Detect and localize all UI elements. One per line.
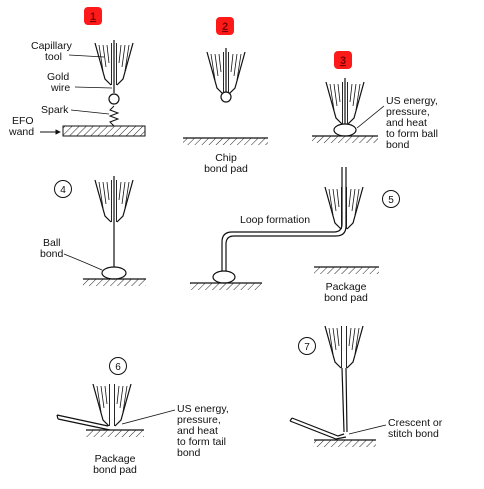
step-6-tail-wire [56,414,109,427]
label-package-bond-pad-5-1: Package [326,281,367,293]
step-7-crescent-bond [291,417,345,437]
label-step-3-l3: and heat [386,117,427,129]
label-chip-bond-pad-2: bond pad [204,163,248,175]
label-efo-wand-1: EFO [12,115,34,127]
step-6-panel: 6 US energy, pressure, and heat to form … [56,357,229,476]
step-2-gold-ball [220,91,232,103]
step-3-number: 3 [340,55,346,67]
step-2-badge [216,17,234,35]
step-3-panel: 3 US energy, pressure, and heat to form … [312,51,438,151]
step-5-panel: 5 Loop formation Package bond pad [190,167,400,304]
leader-step-7 [348,424,387,435]
label-capillary-tool-1: Capillary [31,40,73,52]
label-capillary-tool-2: tool [45,51,62,63]
step-3-badge [334,51,352,69]
step-7-badge [298,337,316,355]
label-efo-wand-2: wand [8,126,34,138]
label-ball-bond-1: Ball [43,237,61,249]
step-7-wire [341,367,345,433]
label-ball-bond-2: bond [40,248,64,260]
step-6-capillary-tool [92,383,132,427]
step-4-number: 4 [60,185,66,196]
step-5-number: 5 [388,195,394,206]
label-package-bond-pad-6-2: bond pad [93,464,137,476]
step-7-number: 7 [304,342,310,353]
step-5-wire-loop [221,167,343,272]
step-1-gold-ball [108,93,120,105]
step-4-panel: 4 Ball bond [40,176,146,286]
step-3-squashed-ball [333,123,357,137]
leader-ball-bond [63,253,103,271]
leader-step-6 [121,409,176,425]
label-step-6-l3: and heat [177,425,218,437]
label-spark: Spark [41,104,69,116]
step-1-efo-wand [62,125,146,137]
label-step-6-l1: US energy, [177,403,229,415]
leader-gold-wire [74,86,113,89]
label-gold-wire-2: wire [50,82,70,94]
step-5-capillary-tool [324,186,364,230]
step-1-spark [108,105,120,127]
label-step-3-l5: bond [386,139,410,151]
step-1-panel: 1 Capillary tool Gold wire Spark EFO wan… [8,7,146,138]
label-gold-wire-1: Gold [47,71,69,83]
step-7-panel: 7 Crescent or stitch bond [289,325,443,447]
label-step-3-l4: to form ball [386,128,438,140]
step-6-number: 6 [115,362,121,373]
leader-step-3 [356,105,385,129]
label-step-3-l2: pressure, [386,106,430,118]
step-4-ball-bond [101,266,127,280]
step-6-badge [109,357,127,375]
step-4-badge [54,180,72,198]
step-2-number: 2 [222,21,228,33]
label-package-bond-pad-5-2: bond pad [324,292,368,304]
label-chip-bond-pad-1: Chip [215,152,237,164]
label-step-6-l5: bond [177,447,201,459]
step-5-ball-bond [212,270,236,284]
step-2-chip-hatch [183,138,268,145]
label-step-6-l4: to form tail [177,436,226,448]
step-5-badge [382,190,400,208]
step-1-number: 1 [90,11,96,23]
step-7-capillary-tool [324,325,364,369]
step-2-panel: 2 Chip bond pad [183,17,268,175]
label-package-bond-pad-6-1: Package [95,453,136,465]
label-step-6-l2: pressure, [177,414,221,426]
label-step-3-l1: US energy, [386,95,438,107]
label-loop-formation: Loop formation [240,214,310,226]
label-crescent-2: stitch bond [388,428,439,440]
step-1-badge [84,7,102,25]
leader-spark [70,109,110,115]
label-crescent-1: Crescent or [388,417,443,429]
leader-capillary [68,54,105,58]
